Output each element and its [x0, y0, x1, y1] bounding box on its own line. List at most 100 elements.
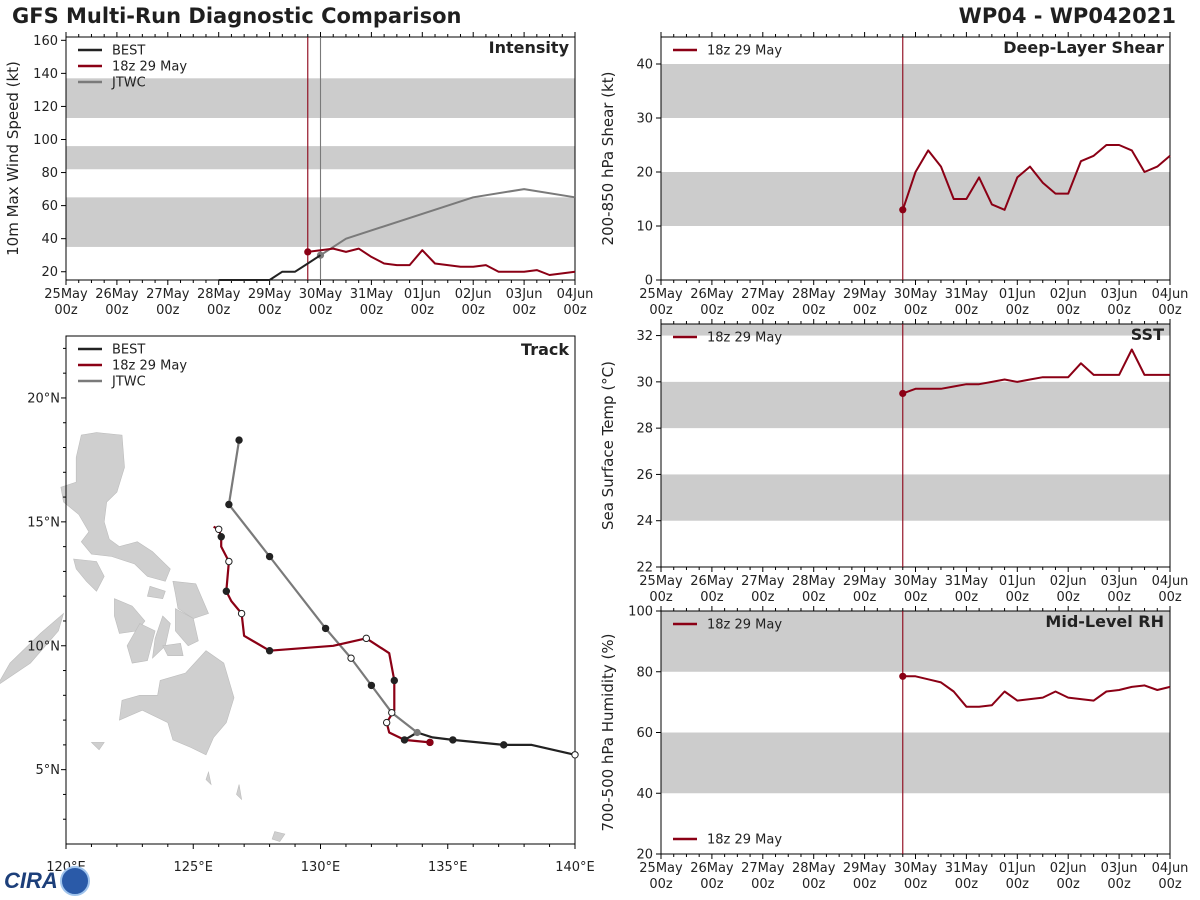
- land-mass-5: [126, 623, 156, 664]
- shear-xtick-date: 26May: [690, 287, 734, 302]
- rh-xtick-date: 26May: [690, 861, 734, 876]
- intensity-xtick-hour: 00z: [207, 303, 231, 318]
- track-ytick-label: 20°N: [27, 391, 60, 406]
- rh-ytick-label: 60: [636, 726, 653, 741]
- sst-title: SST: [1131, 325, 1164, 344]
- sst-xtick-date: 28May: [792, 574, 836, 589]
- sst-xtick-date: 02Jun: [1050, 574, 1087, 589]
- shear-xtick-date: 03Jun: [1101, 287, 1138, 302]
- track-frame: [65, 335, 576, 845]
- intensity-xtick-date: 01Jun: [404, 287, 441, 302]
- intensity-xtick-date: 03Jun: [506, 287, 543, 302]
- rh-start-marker: [899, 672, 907, 680]
- sst-ytick-label: 32: [636, 329, 653, 344]
- shear-xtick-hour: 00z: [700, 303, 724, 318]
- rh-xtick-date: 31May: [945, 861, 989, 876]
- shear-series-18z-29-may: [901, 144, 1171, 211]
- shear-xtick-hour: 00z: [802, 303, 826, 318]
- rh-xtick-date: 01Jun: [999, 861, 1036, 876]
- land-mass-0: [60, 432, 171, 582]
- intensity-ytick-label: 100: [33, 133, 58, 148]
- track-xtick-label: 140°E: [555, 860, 595, 875]
- intensity-xtick-date: 28May: [197, 287, 241, 302]
- shear-xtick-date: 30May: [894, 287, 938, 302]
- shear-xtick-date: 28May: [792, 287, 836, 302]
- rh-xtick-hour: 00z: [1006, 877, 1030, 892]
- sst-ytick-label: 30: [636, 375, 653, 390]
- sst-xtick-hour: 00z: [649, 590, 673, 605]
- globe-icon: [59, 866, 90, 896]
- shear-xtick-hour: 00z: [1158, 303, 1182, 318]
- rh-legend-label: 18z 29 May: [707, 618, 782, 633]
- rh-ytick-label: 80: [636, 665, 653, 680]
- track-marker-open: [382, 718, 391, 727]
- sst-xtick-hour: 00z: [802, 590, 826, 605]
- sst-xtick-hour: 00z: [1006, 590, 1030, 605]
- track-marker-filled: [449, 736, 457, 744]
- track-panel: 120°E125°E130°E135°E140°E5°N10°N15°N20°N…: [0, 335, 595, 875]
- intensity-xtick-hour: 00z: [512, 303, 536, 318]
- sst-legend-label: 18z 29 May: [707, 331, 782, 346]
- track-marker-open: [362, 634, 371, 643]
- sst-band-2: [661, 324, 1170, 336]
- sst-xtick-date: 01Jun: [999, 574, 1036, 589]
- land-mass-11: [90, 742, 105, 751]
- track-xtick-label: 125°E: [173, 860, 213, 875]
- track-marker-open: [571, 751, 579, 759]
- intensity-ytick-label: 40: [41, 232, 58, 247]
- land-mass-13: [236, 784, 243, 801]
- intensity-xtick-hour: 00z: [411, 303, 435, 318]
- sst-xtick-date: 26May: [690, 574, 734, 589]
- intensity-xtick-date: 29May: [248, 287, 292, 302]
- intensity-xtick-hour: 00z: [258, 303, 282, 318]
- track-marker-filled: [500, 741, 508, 749]
- shear-xtick-hour: 00z: [1107, 303, 1131, 318]
- rh-ytick-label: 20: [636, 848, 653, 863]
- sst-ytick-label: 26: [636, 468, 653, 483]
- track-marker-filled: [400, 736, 409, 744]
- rh-xtick-hour: 00z: [700, 877, 724, 892]
- shear-ytick-label: 40: [636, 58, 653, 73]
- sst-xtick-date: 03Jun: [1101, 574, 1138, 589]
- intensity-legend-label: BEST: [112, 44, 145, 59]
- intensity-ytick-label: 20: [41, 265, 58, 280]
- track-xtick-label: 130°E: [301, 860, 341, 875]
- track-marker-filled: [265, 552, 274, 561]
- shear-xtick-date: 25May: [639, 287, 683, 302]
- land-mass-8: [0, 612, 65, 684]
- intensity-legend-label: 18z 29 May: [112, 60, 187, 75]
- track-marker-open: [215, 525, 223, 533]
- track-marker-filled: [217, 533, 225, 541]
- track-marker-filled: [222, 587, 231, 595]
- sst-ylabel: Sea Surface Temp (°C): [599, 361, 617, 530]
- rh-title: Mid-Level RH: [1045, 612, 1164, 631]
- shear-xtick-date: 04Jun: [1152, 287, 1189, 302]
- land-mass-14: [271, 831, 286, 842]
- cira-logo: CIRA: [4, 866, 90, 896]
- intensity-ylabel: 10m Max Wind Speed (kt): [4, 61, 22, 256]
- sst-xtick-hour: 00z: [1057, 590, 1081, 605]
- track-legend-label: JTWC: [111, 375, 146, 390]
- sst-xtick-date: 29May: [843, 574, 887, 589]
- intensity-xtick-hour: 00z: [54, 303, 78, 318]
- land-mass-10: [147, 585, 166, 600]
- track-marker-filled: [225, 500, 233, 509]
- sst-ytick-label: 28: [636, 422, 653, 437]
- shear-xtick-date: 31May: [945, 287, 989, 302]
- land-mass-6: [152, 615, 171, 659]
- shear-ytick-label: 30: [636, 112, 653, 127]
- track-marker-filled: [321, 624, 330, 633]
- land-mass-1: [73, 558, 105, 592]
- track-start-marker: [426, 738, 434, 747]
- track-marker-open: [388, 708, 396, 717]
- intensity-xtick-hour: 00z: [360, 303, 384, 318]
- sst-xtick-hour: 00z: [751, 590, 775, 605]
- cira-logo-text: CIRA: [4, 868, 58, 893]
- track-xtick-label: 135°E: [428, 860, 468, 875]
- sst-xtick-date: 04Jun: [1152, 574, 1189, 589]
- intensity-xtick-date: 02Jun: [455, 287, 492, 302]
- storm-id: WP04 - WP042021: [958, 4, 1176, 28]
- shear-xtick-hour: 00z: [649, 303, 673, 318]
- shear-band-1: [661, 64, 1170, 118]
- track-ytick-label: 10°N: [27, 639, 60, 654]
